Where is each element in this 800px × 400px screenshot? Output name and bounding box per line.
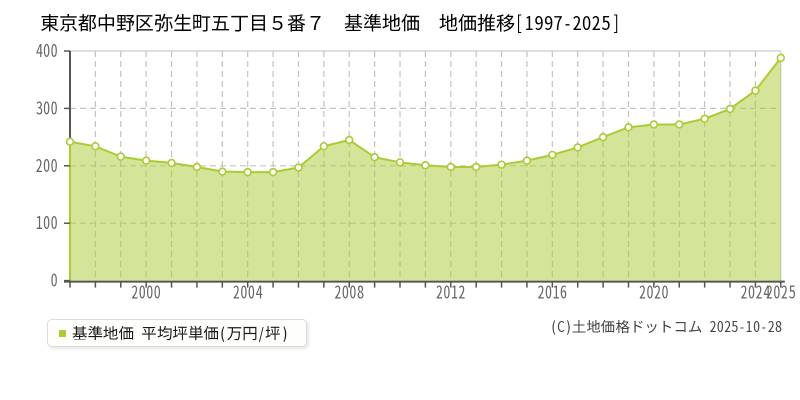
legend-swatch [59,329,66,337]
x-tick-label: 2008 [334,280,364,305]
data-point-marker [776,53,785,63]
x-tick-label: 2016 [537,280,567,305]
data-point-marker [370,152,379,162]
data-point-marker [573,143,582,152]
data-point-marker [116,152,125,161]
data-point-marker [421,161,430,170]
data-point-marker [192,162,202,172]
legend-label: 基準地価 平均坪単価(万円/坪) [72,322,289,344]
data-point-marker [268,167,278,177]
y-tick-label: 100 [36,210,59,235]
data-point-marker [65,137,75,146]
copyright-note: (C)土地価格ドットコム 2025-10-28 [550,316,782,337]
data-point-marker [598,132,608,142]
data-point-marker [725,104,735,114]
x-tick-label: 2004 [233,280,263,305]
x-tick-label: 2025 [766,280,796,305]
y-tick-label: 300 [36,95,59,120]
data-point-marker [91,142,100,151]
price-line [69,57,782,281]
x-tick-label: 2000 [131,280,161,305]
y-tick-label: 400 [36,38,59,63]
data-point-marker [319,142,329,151]
data-point-marker [294,163,303,172]
data-point-marker [751,86,760,95]
y-tick-label: 0 [51,268,59,293]
data-point-marker [395,158,405,167]
data-point-marker [167,158,176,168]
x-tick-label: 2012 [436,280,466,305]
data-point-marker [700,114,709,123]
data-point-marker [243,167,252,177]
data-point-marker [675,120,684,129]
data-point-marker [345,135,354,145]
data-point-marker [624,123,633,132]
data-point-marker [471,162,481,172]
data-point-marker [649,120,659,129]
x-tick-label: 2024 [740,280,770,305]
data-point-marker [522,156,532,165]
chart-title: 東京都中野区弥生町五丁目５番７ 基準地価 地価推移[1997-2025] [40,9,621,36]
legend: 基準地価 平均坪単価(万円/坪) [47,319,307,347]
data-point-marker [218,167,227,176]
y-tick-label: 200 [36,153,59,178]
data-point-marker [446,162,455,172]
data-point-marker [497,160,506,169]
data-point-marker [141,156,151,165]
x-tick-label: 2020 [639,280,669,305]
data-point-marker [548,150,557,160]
